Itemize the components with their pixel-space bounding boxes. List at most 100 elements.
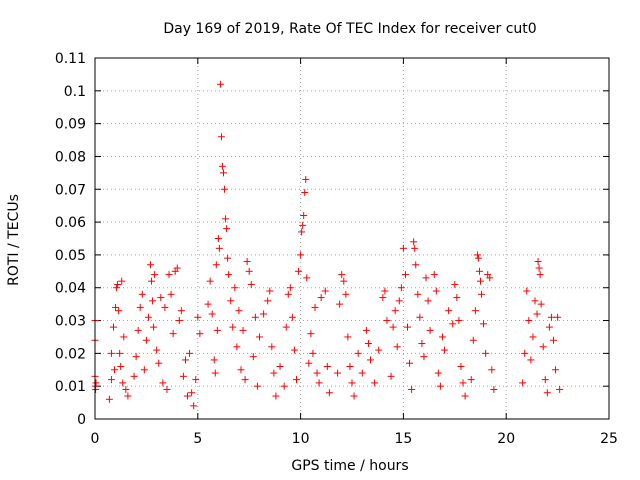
- data-point: [367, 356, 375, 364]
- data-point: [120, 333, 128, 341]
- data-point: [541, 376, 549, 384]
- data-point: [393, 343, 401, 351]
- data-point: [302, 175, 310, 183]
- data-point: [215, 244, 223, 252]
- y-tick-label: 0.07: [55, 182, 86, 198]
- data-point: [298, 228, 306, 236]
- data-point: [315, 379, 323, 387]
- data-point: [105, 395, 113, 403]
- data-point: [190, 402, 198, 410]
- data-point: [354, 349, 362, 357]
- data-point: [301, 189, 309, 197]
- data-point: [438, 333, 446, 341]
- data-point: [233, 343, 241, 351]
- data-point: [297, 251, 305, 259]
- data-point: [397, 284, 405, 292]
- data-point: [276, 362, 284, 370]
- data-point: [486, 274, 494, 282]
- y-tick-label: 0.08: [55, 149, 86, 165]
- data-point: [389, 323, 397, 331]
- data-point: [313, 369, 321, 377]
- data-point: [441, 346, 449, 354]
- data-point: [467, 376, 475, 384]
- data-point: [113, 284, 121, 292]
- data-point: [216, 80, 224, 88]
- data-point: [523, 287, 531, 295]
- data-point: [169, 330, 177, 338]
- data-point: [549, 336, 557, 344]
- data-point: [469, 336, 477, 344]
- data-point: [521, 349, 529, 357]
- data-point: [206, 277, 214, 285]
- data-point: [247, 280, 255, 288]
- data-point: [477, 277, 484, 285]
- data-point: [474, 254, 482, 262]
- data-point: [138, 290, 146, 298]
- data-point: [451, 280, 459, 288]
- data-point: [165, 271, 173, 279]
- data-point: [150, 323, 158, 331]
- data-point: [325, 389, 333, 397]
- data-point: [270, 369, 278, 377]
- data-point: [179, 372, 187, 380]
- data-point: [110, 323, 118, 331]
- data-point: [184, 392, 192, 400]
- data-point: [212, 261, 220, 269]
- data-point: [280, 382, 288, 390]
- data-point: [148, 277, 156, 285]
- data-point: [253, 382, 261, 390]
- data-point: [424, 297, 432, 305]
- data-point: [537, 300, 545, 308]
- data-point: [346, 362, 354, 370]
- data-point: [340, 277, 348, 285]
- data-point: [321, 287, 329, 295]
- data-point: [414, 290, 422, 298]
- y-tick-label: 0.01: [55, 379, 86, 395]
- data-point: [430, 271, 438, 279]
- data-point: [418, 340, 426, 348]
- data-point: [379, 294, 387, 302]
- data-point: [395, 297, 403, 305]
- x-tick-label: 25: [600, 431, 618, 447]
- data-point: [552, 366, 560, 374]
- data-point: [399, 244, 407, 252]
- data-point: [543, 389, 551, 397]
- data-point: [114, 280, 122, 288]
- data-point: [545, 323, 553, 331]
- data-points: [91, 80, 564, 410]
- data-point: [554, 313, 562, 321]
- data-point: [231, 284, 239, 292]
- data-point: [436, 382, 444, 390]
- data-point: [290, 346, 298, 354]
- data-point: [221, 185, 229, 193]
- y-tick-label: 0.05: [55, 248, 86, 264]
- data-point: [317, 294, 325, 302]
- y-tick-label: 0.02: [55, 346, 86, 362]
- data-point: [130, 372, 138, 380]
- data-point: [124, 392, 132, 400]
- data-point: [457, 362, 465, 370]
- data-point: [342, 290, 350, 298]
- data-point: [210, 356, 218, 364]
- data-point: [134, 326, 142, 334]
- data-point: [420, 353, 428, 361]
- data-point: [208, 310, 216, 318]
- data-point: [118, 277, 126, 285]
- data-point: [282, 323, 290, 331]
- data-point: [323, 362, 331, 370]
- data-point: [309, 349, 317, 357]
- data-point: [488, 366, 496, 374]
- data-point: [426, 326, 434, 334]
- data-point: [295, 267, 303, 275]
- data-point: [284, 290, 292, 298]
- y-tick-label: 0.04: [55, 281, 86, 297]
- data-point: [387, 372, 395, 380]
- data-point: [227, 297, 235, 305]
- data-point: [222, 215, 230, 223]
- data-point: [159, 379, 167, 387]
- data-point: [181, 356, 189, 364]
- data-point: [223, 225, 231, 233]
- data-point: [453, 294, 461, 302]
